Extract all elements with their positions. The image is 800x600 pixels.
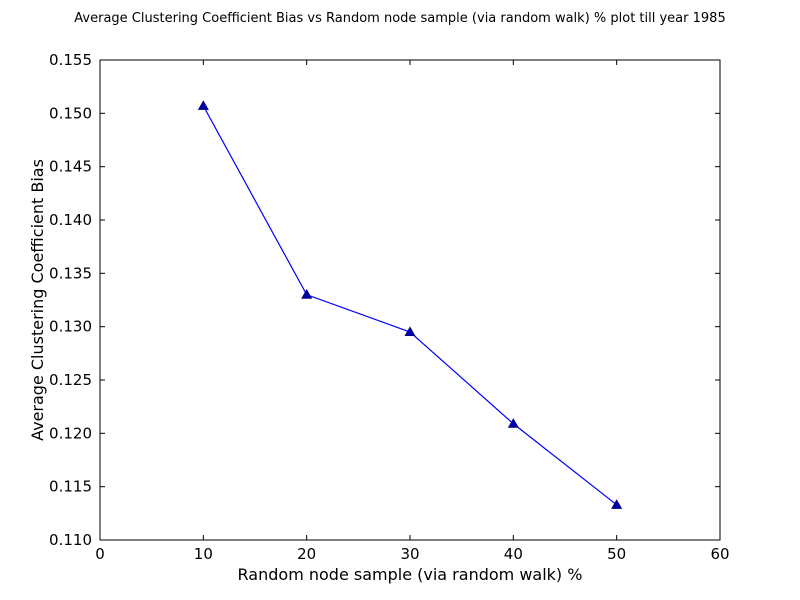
x-tick-label: 50 [607, 545, 626, 563]
data-point-marker [301, 289, 313, 299]
x-tick-label: 40 [504, 545, 523, 563]
y-tick-label: 0.110 [49, 531, 92, 549]
data-point-marker [197, 100, 209, 110]
x-tick-label: 0 [95, 545, 105, 563]
axis-ticks [99, 59, 721, 541]
x-tick-label: 60 [710, 545, 729, 563]
x-tick-label: 30 [400, 545, 419, 563]
data-point-marker [404, 326, 416, 337]
y-tick-label: 0.120 [49, 424, 92, 442]
y-tick-label: 0.115 [49, 478, 92, 496]
y-tick-label: 0.125 [49, 371, 92, 389]
y-tick-label: 0.135 [49, 264, 92, 282]
series-markers [197, 100, 623, 509]
axis-tick-labels: 0 10 20 30 40 50 60 0.110 0.115 0.120 0.125 0.130 0.… [49, 51, 730, 563]
x-tick-label: 20 [297, 545, 316, 563]
y-tick-label: 0.150 [49, 104, 92, 122]
plot-area [99, 59, 721, 541]
x-axis-label: Random node sample (via random walk) % [238, 565, 583, 584]
y-tick-label: 0.145 [49, 158, 92, 176]
y-tick-label: 0.155 [49, 51, 92, 69]
x-tick-label: 10 [194, 545, 213, 563]
y-axis-label: Average Clustering Coefficient Bias [28, 159, 47, 441]
y-tick-label: 0.140 [49, 211, 92, 229]
y-tick-label: 0.130 [49, 318, 92, 336]
chart-title: Average Clustering Coefficient Bias vs R… [74, 11, 725, 26]
data-point-marker [611, 499, 623, 509]
data-point-marker [507, 418, 519, 428]
